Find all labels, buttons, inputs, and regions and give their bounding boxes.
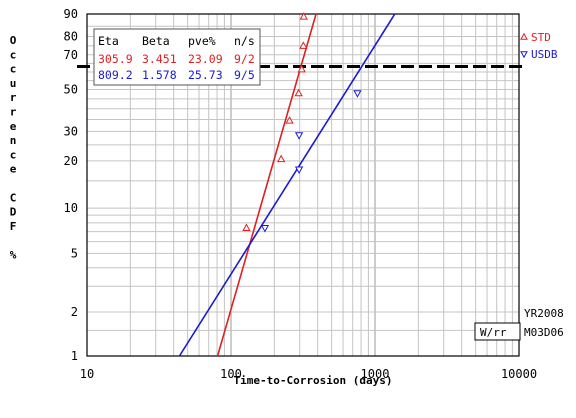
data-point-usdb bbox=[294, 132, 304, 140]
y-tick-label: 5 bbox=[71, 246, 78, 260]
y-tick-label: 20 bbox=[64, 154, 78, 168]
fit-line-usdb bbox=[178, 13, 396, 357]
data-point-std bbox=[297, 64, 306, 73]
params-table-header: pve% bbox=[188, 34, 216, 48]
data-point-std bbox=[299, 41, 308, 49]
y-axis-title-char: D bbox=[10, 206, 17, 219]
params-table-header: Eta bbox=[98, 34, 119, 48]
params-table-cell: 305.9 bbox=[98, 52, 133, 66]
data-point-usdb bbox=[294, 166, 304, 174]
y-tick-label: 80 bbox=[64, 30, 78, 44]
y-axis-title-char: F bbox=[10, 220, 17, 233]
data-point-usdb bbox=[353, 90, 362, 98]
params-table-header: n/s bbox=[234, 34, 255, 48]
y-axis-title-char: O bbox=[10, 34, 17, 47]
y-tick-label: 90 bbox=[64, 7, 78, 21]
params-table-box bbox=[93, 28, 261, 86]
y-tick-label: 30 bbox=[64, 124, 78, 138]
params-table-cell: 25.73 bbox=[188, 68, 223, 82]
y-axis-title-char: n bbox=[10, 134, 17, 147]
x-tick-label: 100 bbox=[220, 367, 242, 381]
y-axis-title-char: % bbox=[10, 249, 17, 262]
y-tick-label: 10 bbox=[64, 201, 78, 215]
id-code-label: M03D06 bbox=[524, 326, 564, 339]
y-axis-title-char: c bbox=[10, 48, 17, 61]
data-point-std bbox=[242, 223, 251, 231]
y-axis-title-char: C bbox=[10, 191, 17, 204]
data-point-usdb bbox=[260, 224, 270, 233]
y-axis-title-char: c bbox=[10, 63, 17, 76]
legend-marker-std bbox=[520, 32, 528, 40]
legend-label-usdb: USDB bbox=[531, 48, 558, 61]
params-table-cell: 809.2 bbox=[98, 68, 133, 82]
y-tick-label: 70 bbox=[64, 48, 78, 62]
params-table-cell: 9/5 bbox=[234, 68, 255, 82]
params-table-header: Beta bbox=[142, 34, 170, 48]
params-table-cell: 23.09 bbox=[188, 52, 223, 66]
params-table-cell: 1.578 bbox=[142, 68, 177, 82]
y-axis-title-char: c bbox=[10, 148, 17, 161]
data-point-std bbox=[285, 116, 294, 124]
y-axis-title-char: e bbox=[10, 120, 17, 133]
params-table-cell: 3.451 bbox=[142, 52, 177, 66]
data-point-std bbox=[294, 88, 303, 97]
y-axis-title-char: r bbox=[10, 106, 17, 119]
method-box bbox=[474, 322, 521, 341]
y-axis-title-char: u bbox=[10, 77, 17, 90]
legend-label-std: STD bbox=[531, 31, 551, 44]
y-axis-title-char: e bbox=[10, 163, 17, 176]
y-tick-label: 1 bbox=[71, 349, 78, 363]
x-tick-label: 10 bbox=[80, 367, 94, 381]
method-label: W/rr bbox=[480, 326, 507, 339]
y-tick-label: 50 bbox=[64, 83, 78, 97]
y-tick-label: 2 bbox=[71, 305, 78, 319]
y-axis-title-char: r bbox=[10, 91, 17, 104]
params-table-cell: 9/2 bbox=[234, 52, 255, 66]
data-point-std bbox=[277, 154, 286, 163]
data-point-std bbox=[299, 12, 308, 20]
x-tick-label: 1000 bbox=[361, 367, 390, 381]
legend-marker-usdb bbox=[520, 51, 528, 59]
x-tick-label: 10000 bbox=[501, 367, 537, 381]
date-code-label: YR2008 bbox=[524, 307, 564, 320]
x-axis-title: Time-to-Corrosion (days) bbox=[234, 374, 393, 387]
